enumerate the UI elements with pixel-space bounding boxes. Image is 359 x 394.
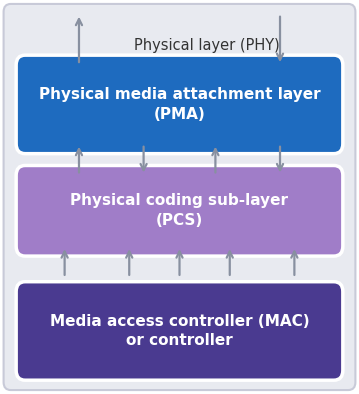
- Text: Physical media attachment layer
(PMA): Physical media attachment layer (PMA): [39, 87, 320, 122]
- FancyBboxPatch shape: [16, 282, 343, 380]
- Text: Physical layer (PHY): Physical layer (PHY): [134, 38, 279, 53]
- FancyBboxPatch shape: [16, 55, 343, 154]
- Text: Physical coding sub-layer
(PCS): Physical coding sub-layer (PCS): [70, 193, 289, 228]
- FancyBboxPatch shape: [4, 4, 355, 390]
- FancyBboxPatch shape: [16, 165, 343, 256]
- Text: Media access controller (MAC)
or controller: Media access controller (MAC) or control…: [50, 314, 309, 348]
